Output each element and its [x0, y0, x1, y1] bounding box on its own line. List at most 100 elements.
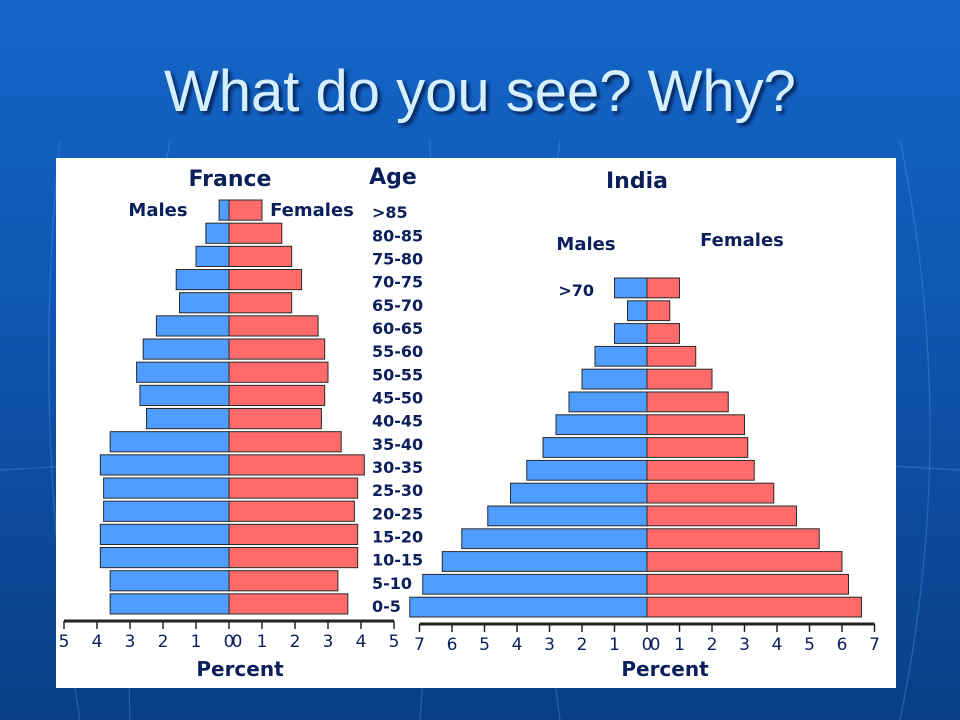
france-tick-label: 0 [232, 632, 243, 652]
france-female-bar [228, 500, 355, 522]
india-tick-label: 6 [837, 635, 848, 655]
india-male-bar [568, 391, 648, 413]
france-female-bar [228, 593, 349, 615]
india-male-bar [614, 323, 648, 344]
france-age-label: 65-70 [372, 296, 423, 315]
india-female-bar [646, 323, 680, 344]
india-female-bar [646, 528, 820, 550]
france-female-bar [228, 547, 359, 569]
france-male-bar [146, 408, 230, 430]
india-male-bar [487, 505, 648, 527]
france-age-label: 40-45 [372, 412, 423, 431]
france-female-bar [228, 199, 263, 221]
france-age-label: 55-60 [372, 342, 423, 361]
india-female-bar [646, 596, 862, 618]
france-males-label: Males [128, 200, 187, 221]
india-xlabel: Percent [621, 657, 709, 681]
france-male-bar [99, 547, 230, 569]
france-title: France [189, 167, 272, 192]
india-female-bar [646, 437, 749, 458]
india-male-bar [461, 528, 648, 550]
france-age-label: 10-15 [372, 551, 423, 570]
france-female-bar [228, 477, 359, 499]
france-age-label: >85 [372, 203, 408, 222]
france-age-label: 25-30 [372, 481, 423, 500]
france-female-bar [228, 431, 342, 453]
france-female-bar [228, 315, 319, 337]
france-female-bar [228, 222, 283, 244]
india-female-bar [646, 300, 671, 322]
india-tick-label: 3 [544, 635, 555, 655]
france-female-bar [228, 454, 365, 476]
france-tick-label: 0 [224, 632, 235, 652]
france-age-label: 30-35 [372, 458, 423, 477]
france-age-label: 15-20 [372, 528, 423, 547]
india-age-label: >70 [558, 281, 594, 300]
india-tick-label: 0 [650, 635, 661, 655]
india-males-label: Males [556, 234, 615, 255]
france-age-label: 20-25 [372, 504, 423, 523]
india-tick-label: 4 [772, 635, 783, 655]
france-male-bar [103, 477, 230, 499]
france-female-bar [228, 523, 359, 545]
france-females-label: Females [270, 200, 354, 221]
india-male-bar [409, 596, 648, 618]
france-male-bar [139, 384, 230, 407]
india-male-bar [594, 345, 648, 367]
france-tick-label: 4 [356, 632, 367, 652]
india-female-bar [646, 345, 697, 367]
france-female-bar [228, 384, 326, 407]
france-female-bar [228, 245, 293, 267]
france-tick-label: 2 [158, 632, 169, 652]
france-male-bar [99, 523, 230, 545]
india-female-bar [646, 368, 713, 390]
france-tick-label: 4 [92, 632, 103, 652]
india-male-bar [510, 482, 648, 504]
france-age-label: 75-80 [372, 250, 423, 269]
france-female-bar [228, 269, 303, 291]
france-male-bar [179, 292, 230, 314]
slide-title: What do you see? Why? [164, 59, 796, 124]
france-male-bar [195, 245, 230, 267]
france-male-bar [136, 361, 230, 383]
india-male-bar [422, 573, 648, 595]
india-female-bar [646, 573, 849, 595]
france-male-bar [99, 454, 230, 476]
india-tick-label: 0 [642, 635, 653, 655]
india-tick-label: 5 [804, 635, 815, 655]
france-age-label: 35-40 [372, 435, 423, 454]
france-male-bar [109, 431, 230, 453]
france-tick-label: 1 [191, 632, 202, 652]
france-female-bar [228, 292, 293, 314]
france-female-bar [228, 570, 339, 592]
france-male-bar [109, 570, 230, 592]
india-male-bar [614, 277, 648, 299]
india-tick-label: 7 [869, 635, 880, 655]
india-tick-label: 3 [739, 635, 750, 655]
france-tick-label: 5 [59, 632, 70, 652]
france-tick-label: 1 [257, 632, 268, 652]
france-age-label: 70-75 [372, 273, 423, 292]
france-age-header: Age [369, 165, 417, 190]
india-title: India [606, 169, 668, 194]
france-male-bar [205, 222, 230, 244]
india-male-bar [441, 551, 648, 572]
india-tick-label: 7 [414, 635, 425, 655]
india-female-bar [646, 414, 745, 436]
france-age-label: 60-65 [372, 319, 423, 338]
india-tick-label: 2 [577, 635, 588, 655]
france-age-label: 0-5 [372, 597, 401, 616]
france-female-bar [228, 408, 322, 430]
india-tick-label: 2 [707, 635, 718, 655]
france-xlabel: Percent [196, 657, 284, 681]
india-tick-label: 6 [447, 635, 458, 655]
india-tick-label: 1 [674, 635, 685, 655]
india-female-bar [646, 482, 775, 504]
india-female-bar [646, 391, 729, 413]
france-age-label: 80-85 [372, 226, 423, 245]
india-male-bar [581, 368, 648, 390]
france-tick-label: 5 [389, 632, 400, 652]
france-female-bar [228, 338, 326, 360]
france-female-bar [228, 361, 329, 383]
france-male-bar [175, 269, 230, 291]
